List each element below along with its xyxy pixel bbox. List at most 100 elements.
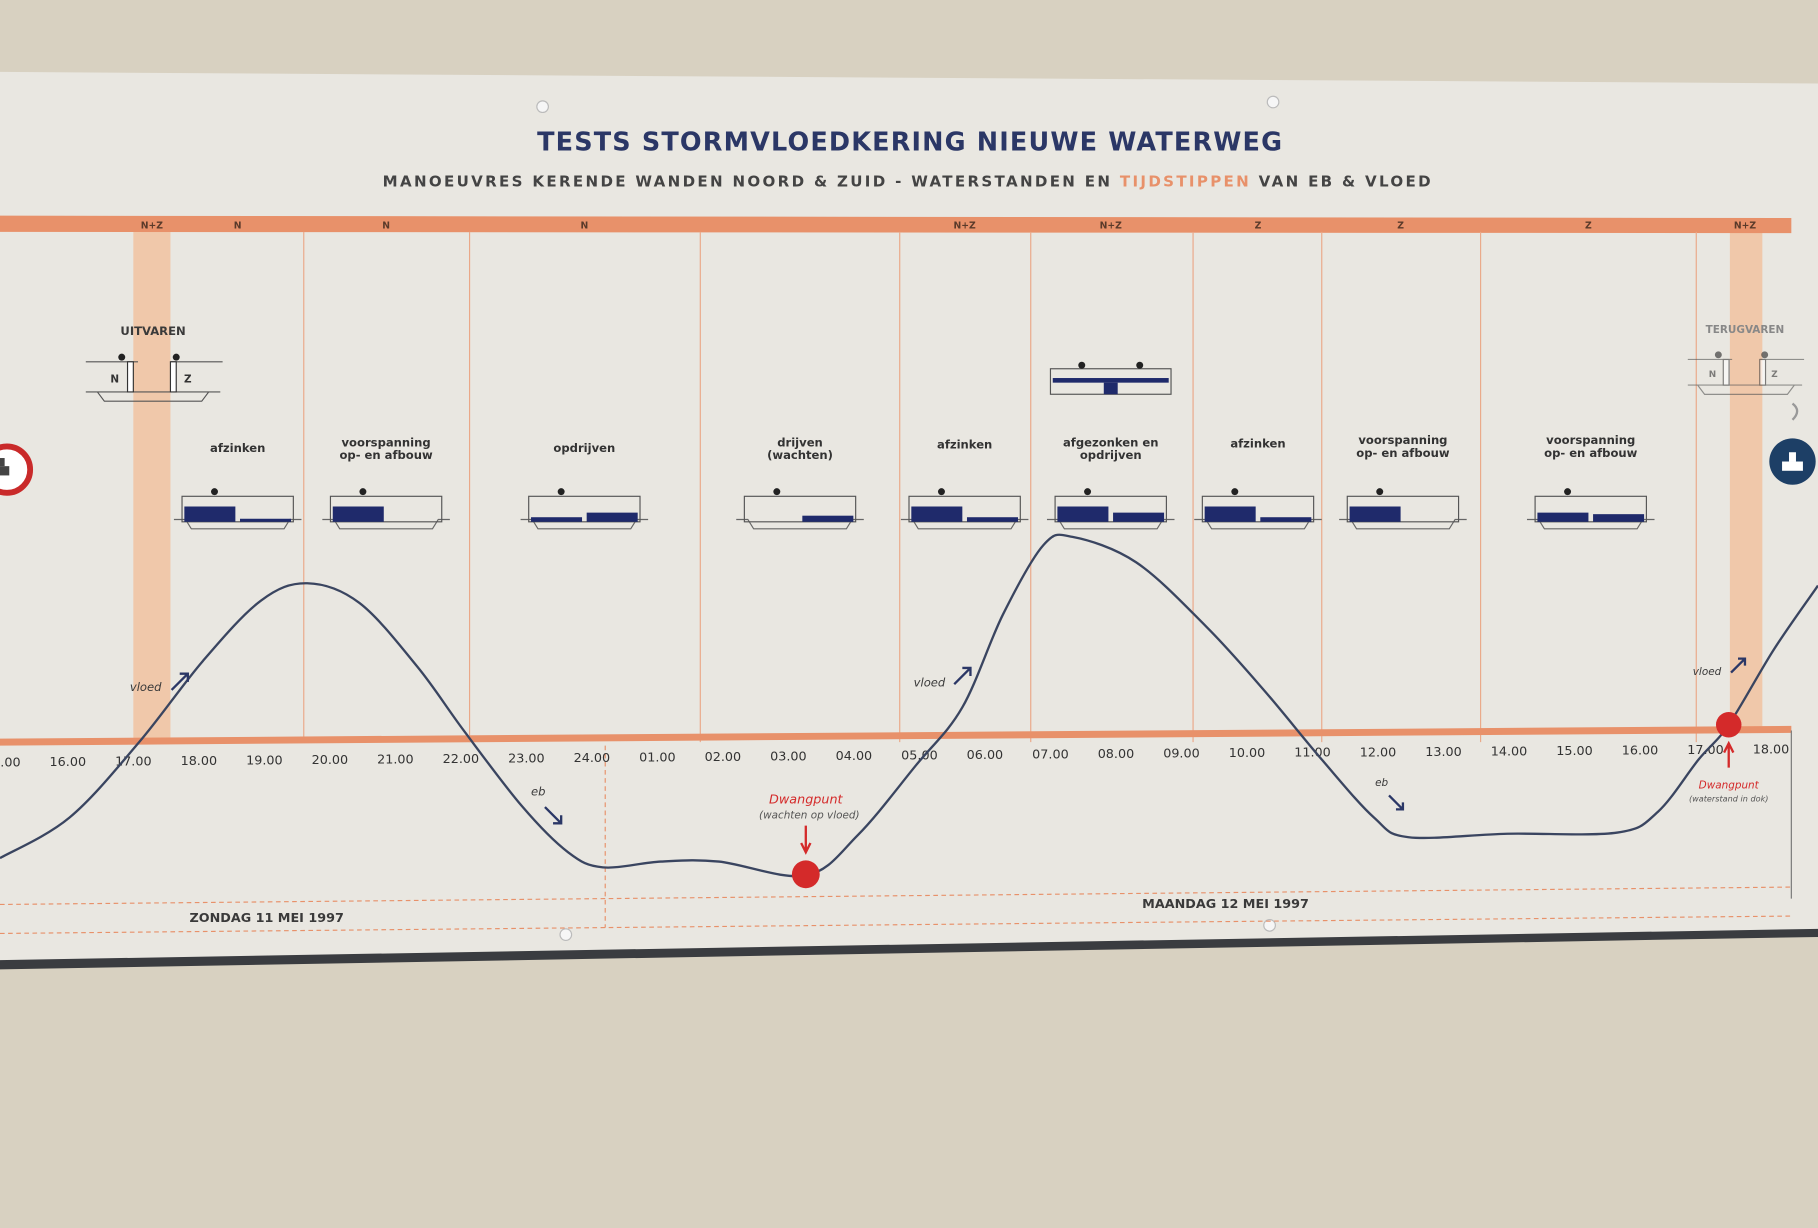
time-label: 19.00: [246, 754, 283, 769]
time-label: 22.00: [443, 752, 480, 767]
time-label: 08.00: [1098, 747, 1135, 762]
pin: [1263, 918, 1276, 932]
ebb-arrow-icon: [1388, 794, 1405, 811]
date-line-bottom: [0, 915, 1792, 935]
gate-diagram: [1526, 488, 1655, 530]
top-band-label: N+Z: [954, 220, 977, 231]
flood-label: vloed: [130, 680, 162, 694]
water-fill: [1537, 512, 1589, 522]
dwangpunt-1-title: Dwangpunt: [769, 793, 843, 808]
step-label: opdrijven: [1080, 448, 1142, 462]
time-label: 16.00: [1622, 743, 1659, 758]
step-label: voorspanning: [342, 435, 431, 449]
time-label: 06.00: [967, 748, 1004, 763]
gate-diagram: [1194, 488, 1322, 530]
step-label: afgezonken en: [1063, 435, 1159, 449]
gate-diagram: [736, 488, 864, 530]
water-fill: [1057, 506, 1109, 522]
winch-icon: [211, 488, 218, 496]
step-label: afzinken: [937, 438, 992, 452]
winch-icon: [1084, 488, 1092, 496]
time-label: 18.00: [1753, 742, 1790, 757]
step-label: drijven: [777, 435, 823, 449]
gate-diagram: [1046, 488, 1175, 530]
ship-hook-icon: [1769, 402, 1816, 485]
time-label: 16.00: [50, 755, 87, 770]
winch-icon: [1564, 488, 1572, 496]
time-label: 11.00: [1294, 746, 1331, 761]
time-label: 17.00: [115, 755, 152, 770]
top-band-label: N+Z: [1734, 220, 1757, 231]
top-band-label: N: [234, 220, 242, 231]
water-fill: [332, 506, 384, 522]
gate-letter: Z: [184, 374, 192, 386]
dwangpunt-2-note: (waterstand in dok): [1689, 793, 1768, 803]
maneuver-step: afzinken: [900, 438, 1029, 530]
time-axis-line: [0, 725, 1792, 746]
dwangpunt-1-marker: [791, 860, 820, 889]
water-fill: [911, 506, 963, 522]
step-label: op- en afbouw: [1544, 446, 1638, 460]
top-band-label: N+Z: [1100, 220, 1123, 231]
pin: [1266, 95, 1280, 109]
water-fill: [966, 517, 1018, 522]
maneuver-step: afzinken: [173, 441, 302, 530]
flood-label: vloed: [1693, 666, 1722, 678]
time-label: 15.00: [0, 755, 21, 770]
start-sail-band: [133, 231, 171, 743]
poster-edge: [0, 928, 1818, 970]
water-level-curve: [0, 533, 1818, 878]
top-band-label: Z: [1585, 220, 1592, 231]
pin: [536, 100, 549, 114]
dwangpunt-1-arrow-icon: [800, 825, 812, 855]
maneuver-step: afzinken: [1194, 437, 1322, 530]
ebb-label: eb: [531, 784, 545, 798]
time-label: 07.00: [1032, 748, 1069, 763]
flood-label: vloed: [914, 675, 946, 689]
winch-icon: [937, 488, 945, 496]
gate-letter: N: [110, 374, 119, 386]
water-fill: [1349, 506, 1401, 522]
gate-diagram: [1339, 488, 1467, 530]
top-band-label: Z: [1255, 220, 1262, 231]
top-band-labels: N+Z N N N N+Z N+Z Z Z Z N+Z: [141, 220, 1757, 231]
time-label: 09.00: [1163, 747, 1200, 762]
time-label: 10.00: [1229, 746, 1266, 761]
water-fill: [586, 512, 638, 522]
time-label: 12.00: [1360, 745, 1397, 760]
top-band: [0, 215, 1792, 234]
dwangpunt-2-title: Dwangpunt: [1699, 780, 1760, 792]
gate-diagram: [1049, 361, 1172, 395]
date-monday: MAANDAG 12 MEI 1997: [1142, 897, 1309, 912]
top-band-label: N: [382, 220, 390, 231]
water-fill: [1260, 517, 1312, 522]
water-fill: [531, 517, 583, 522]
time-label: 14.00: [1491, 744, 1528, 759]
subtitle-highlight: TIJDSTIPPEN: [1120, 173, 1251, 191]
winch-icon: [773, 488, 781, 496]
top-band-label: N+Z: [141, 220, 164, 231]
gate-diagram: [520, 488, 649, 530]
poster-title: TESTS STORMVLOEDKERING NIEUWE WATERWEG: [537, 128, 1283, 158]
time-label: 24.00: [574, 751, 611, 766]
time-label: 23.00: [508, 752, 545, 767]
step-label: opdrijven: [553, 441, 615, 455]
subtitle-part2: VAN EB & VLOED: [1251, 173, 1433, 191]
end-sail-band: [1729, 231, 1763, 731]
gate-diagram: [173, 488, 302, 530]
subtitle-part1: MANOEUVRES KERENDE WANDEN NOORD & ZUID -…: [383, 173, 1120, 191]
winch-icon: [1231, 488, 1239, 496]
step-label: afzinken: [210, 441, 265, 455]
time-axis-labels: 15.00 16.00 17.00 18.00 19.00 20.00 21.00 22.00…: [0, 742, 1789, 770]
winch-icon: [1376, 488, 1384, 496]
time-label: 20.00: [312, 753, 349, 768]
water-fill: [802, 515, 854, 522]
maneuver-step: opdrijven: [520, 441, 649, 530]
step-label: afzinken: [1230, 437, 1285, 451]
